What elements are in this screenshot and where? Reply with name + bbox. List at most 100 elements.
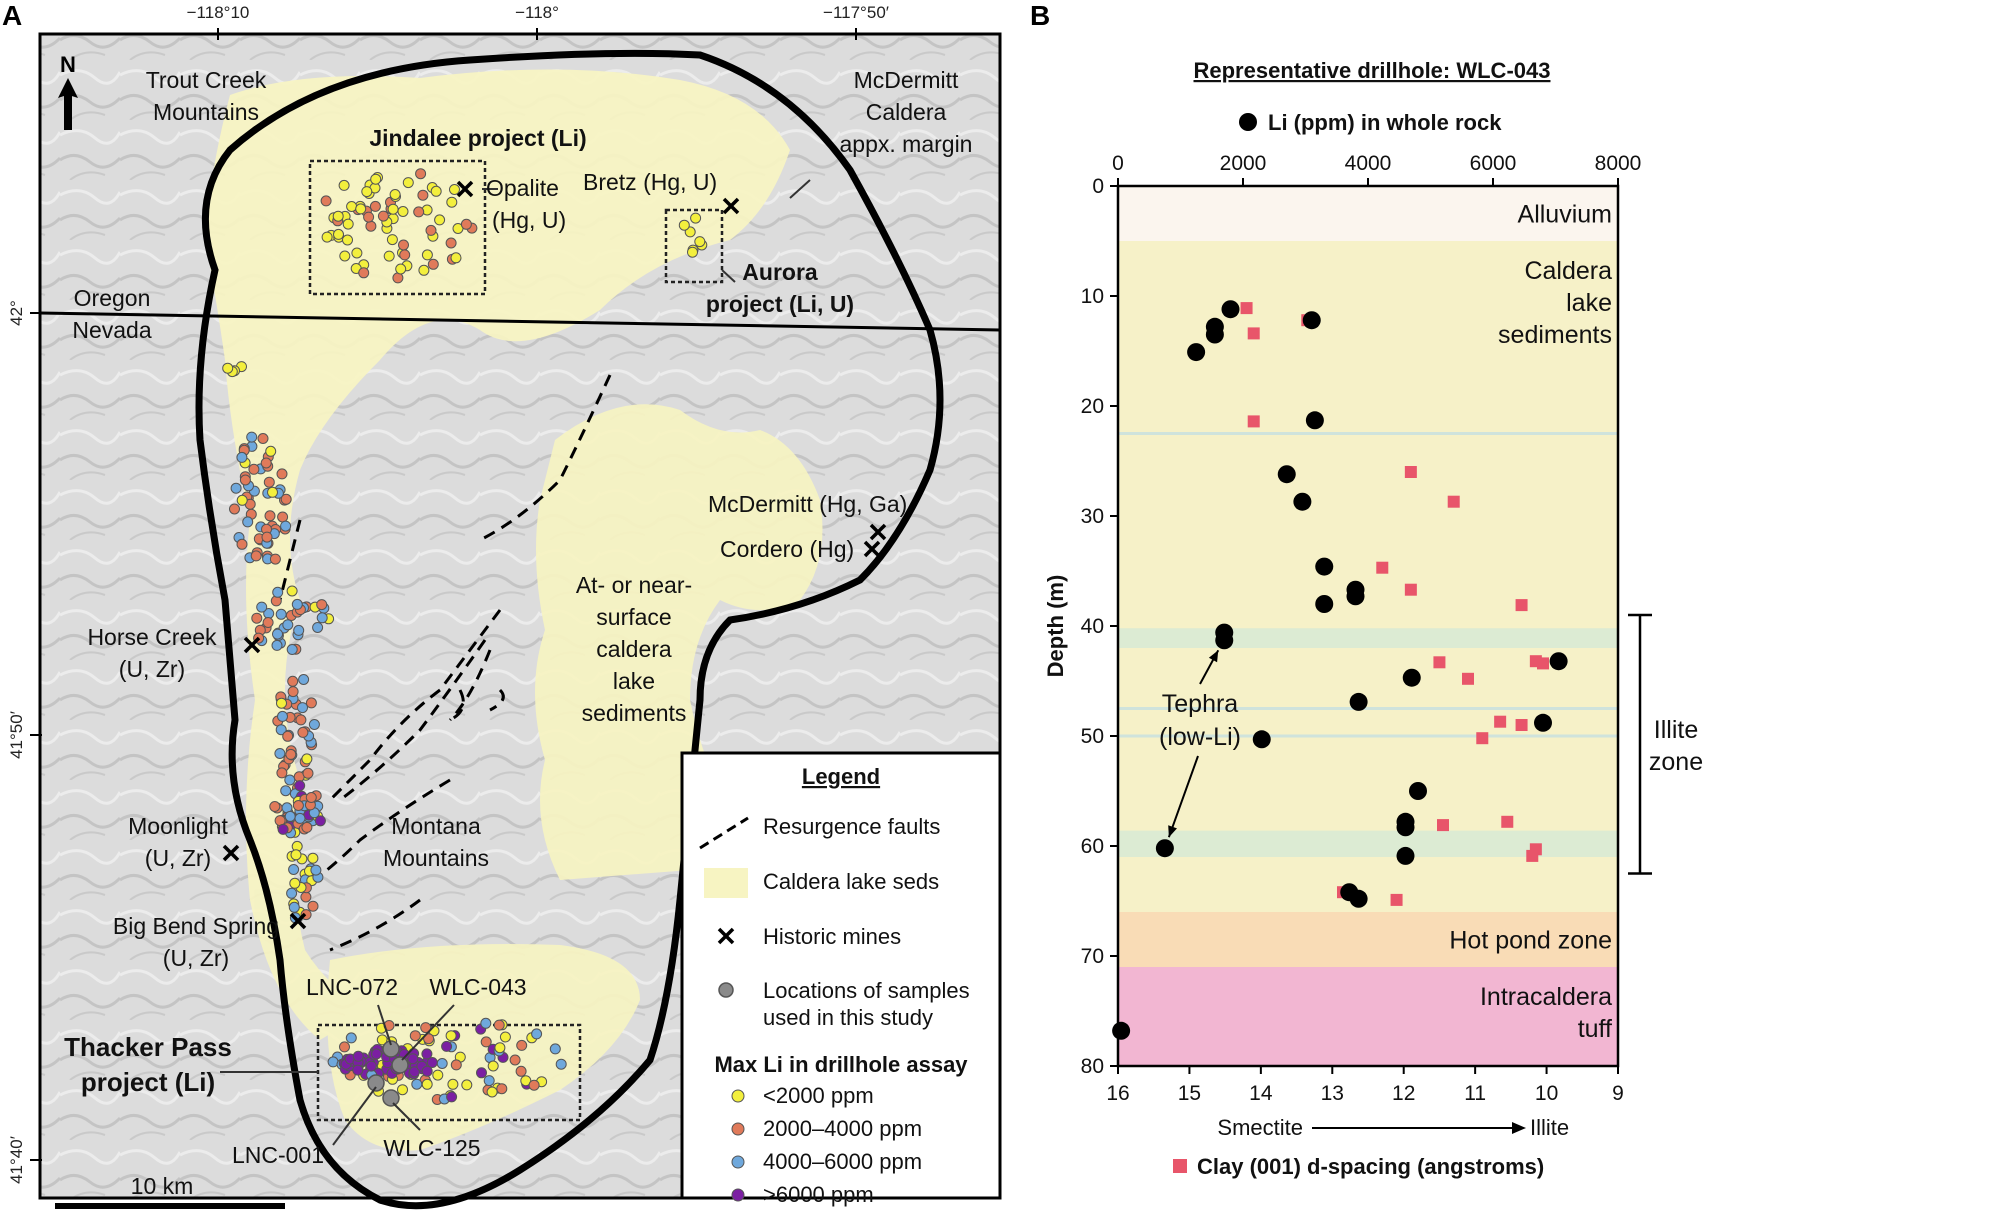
label-thacker-1: Thacker Pass bbox=[64, 1032, 232, 1062]
li-tick-label: 4000 bbox=[1345, 152, 1392, 175]
clay-point bbox=[1404, 583, 1417, 596]
li-point bbox=[1302, 311, 1321, 330]
label-seds-5: sediments bbox=[582, 700, 687, 726]
drillhole-dot bbox=[445, 237, 457, 249]
label-opalite-1: Opalite bbox=[486, 175, 559, 201]
li-point bbox=[1409, 782, 1427, 800]
clay-point bbox=[1462, 672, 1474, 685]
drillhole-dot bbox=[549, 1043, 561, 1055]
drillhole-dot bbox=[236, 451, 248, 463]
li-legend-marker bbox=[1239, 113, 1257, 131]
tephra-arrow-upper-head-icon bbox=[1208, 650, 1219, 663]
tephra-arrow-lower-head-icon bbox=[1168, 825, 1178, 838]
drillhole-dot bbox=[365, 1060, 377, 1072]
clay-axis-ticks: 16 15 14 13 12 11 10 9 bbox=[1106, 1066, 1624, 1105]
drillhole-dot bbox=[480, 1017, 492, 1029]
drillhole-dot bbox=[342, 218, 354, 230]
label-big-bend-2: (U, Zr) bbox=[163, 945, 229, 971]
clay-point bbox=[1447, 495, 1460, 508]
label-bretz: Bretz (Hg, U) bbox=[583, 169, 717, 195]
drillhole-dot bbox=[320, 195, 332, 207]
scale-bar: 10 km bbox=[55, 1173, 285, 1209]
legend-class-marker bbox=[731, 1122, 745, 1136]
sample-wlc043 bbox=[391, 1056, 409, 1074]
scale-bar-line bbox=[55, 1203, 285, 1209]
zone-label: Caldera bbox=[1524, 257, 1612, 285]
sample-lnc001 bbox=[367, 1074, 385, 1092]
drillhole-dot bbox=[275, 608, 287, 620]
label-seds-2: surface bbox=[596, 604, 671, 630]
legend-class-label: <2000 ppm bbox=[763, 1083, 874, 1108]
drillhole-dot bbox=[292, 800, 304, 811]
drillhole-dot bbox=[387, 203, 399, 215]
drillhole-dot bbox=[305, 792, 317, 803]
drillhole-dot bbox=[321, 231, 333, 243]
drillhole-dot bbox=[222, 362, 234, 374]
legend-class-label: 2000–4000 ppm bbox=[763, 1116, 922, 1141]
depth-tick-label: 0 bbox=[1092, 175, 1104, 198]
drillhole-dot bbox=[418, 264, 430, 276]
li-point bbox=[1349, 889, 1368, 908]
drillhole-dot bbox=[476, 1067, 487, 1079]
legend-class-marker bbox=[731, 1188, 745, 1202]
depth-tick-label: 60 bbox=[1081, 835, 1104, 858]
drillhole-dot bbox=[460, 218, 472, 230]
jindalee-box bbox=[308, 159, 487, 296]
tephra-band bbox=[1118, 628, 1618, 648]
drillhole-dot bbox=[515, 1065, 527, 1077]
drillhole-dot bbox=[276, 468, 288, 480]
li-point bbox=[1346, 587, 1365, 606]
drillhole-dot bbox=[516, 1039, 528, 1051]
drillhole-dot bbox=[277, 823, 289, 835]
drillhole-dot bbox=[274, 748, 286, 759]
drillhole-dot bbox=[286, 585, 298, 597]
drillhole-dot bbox=[236, 494, 248, 506]
drillhole-dot bbox=[371, 1048, 382, 1060]
drillhole-dot bbox=[377, 210, 389, 222]
coord-top-0: −118°10 bbox=[187, 3, 250, 22]
drillhole-dot bbox=[421, 249, 433, 261]
legend-class-marker bbox=[731, 1155, 745, 1169]
drillhole-dot bbox=[421, 1065, 433, 1077]
drillhole-dot bbox=[312, 622, 324, 633]
tephra-label-2: (low-Li) bbox=[1159, 723, 1241, 751]
drillhole-dot bbox=[355, 203, 367, 215]
drillhole-dot bbox=[265, 445, 277, 457]
legend-title: Legend bbox=[802, 764, 880, 789]
drillhole-dot bbox=[263, 476, 275, 488]
drillhole-dot bbox=[229, 503, 240, 515]
drillhole-dot bbox=[257, 433, 269, 444]
li-point bbox=[1396, 846, 1415, 865]
zone-labels: Alluvium Caldera lake sediments Hot pond zon… bbox=[1449, 201, 1612, 1044]
legend-mines: Historic mines bbox=[763, 924, 901, 949]
drillhole-dot bbox=[305, 697, 317, 709]
drillhole-dot bbox=[275, 724, 287, 736]
clay-point bbox=[1247, 327, 1260, 340]
mine-cordero bbox=[863, 540, 881, 558]
depth-tick-label: 10 bbox=[1081, 285, 1104, 308]
drillhole-dot bbox=[308, 719, 320, 730]
tephra-arrow-lower bbox=[1167, 755, 1199, 838]
panel-a-label: A bbox=[2, 0, 22, 31]
drillhole-dot bbox=[358, 267, 370, 279]
depth-tick-label: 30 bbox=[1081, 505, 1104, 528]
li-point bbox=[1112, 1021, 1131, 1040]
clay-tick-label: 9 bbox=[1612, 1082, 1624, 1105]
label-moonlight-2: (U, Zr) bbox=[145, 845, 211, 871]
clay-point bbox=[1437, 819, 1449, 832]
drillhole-dot bbox=[294, 780, 306, 792]
clay-axis-label: Clay (001) d-spacing (angstroms) bbox=[1197, 1154, 1544, 1179]
zone-label: tuff bbox=[1578, 1015, 1612, 1043]
li-point bbox=[1205, 325, 1224, 344]
drillhole-dot bbox=[432, 1069, 444, 1081]
li-point bbox=[1293, 492, 1312, 511]
drillhole-dot bbox=[345, 1032, 357, 1044]
drillhole-dot bbox=[421, 1048, 433, 1060]
drillhole-dot bbox=[314, 815, 326, 827]
coord-left-1: 41°50′ bbox=[7, 711, 26, 759]
drillhole-dot bbox=[256, 601, 268, 613]
zone-label: lake bbox=[1566, 289, 1612, 317]
drillhole-dot bbox=[461, 1079, 473, 1091]
drillhole-dot bbox=[690, 212, 702, 224]
drillhole-dot bbox=[286, 887, 298, 899]
